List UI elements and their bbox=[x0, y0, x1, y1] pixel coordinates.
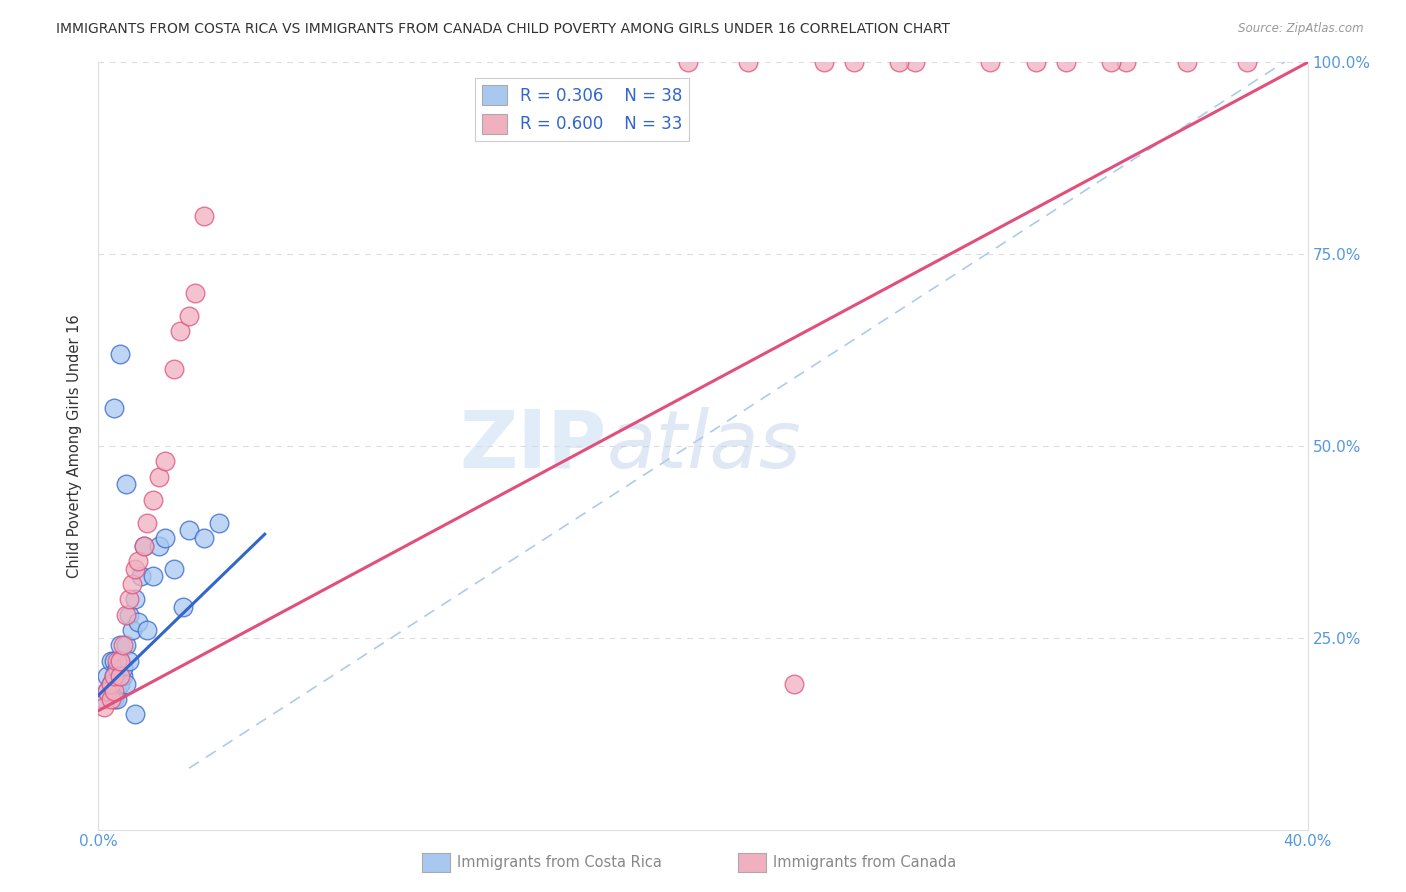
Point bbox=[132, 539, 155, 553]
Point bbox=[105, 692, 128, 706]
Point bbox=[103, 654, 125, 668]
Point bbox=[142, 569, 165, 583]
Text: atlas: atlas bbox=[606, 407, 801, 485]
Point bbox=[127, 554, 149, 568]
Point bbox=[114, 607, 136, 622]
Point bbox=[676, 55, 699, 70]
Point bbox=[96, 669, 118, 683]
Point bbox=[100, 692, 122, 706]
Point bbox=[108, 669, 131, 683]
Text: Source: ZipAtlas.com: Source: ZipAtlas.com bbox=[1239, 22, 1364, 36]
Point bbox=[105, 654, 128, 668]
Point bbox=[179, 309, 201, 323]
Point bbox=[103, 669, 125, 683]
Point bbox=[132, 539, 155, 553]
Point bbox=[179, 524, 201, 538]
Point bbox=[108, 654, 131, 668]
Text: Immigrants from Costa Rica: Immigrants from Costa Rica bbox=[457, 855, 662, 870]
Point bbox=[1024, 55, 1046, 70]
Legend: R = 0.306    N = 38, R = 0.600    N = 33: R = 0.306 N = 38, R = 0.600 N = 33 bbox=[475, 78, 689, 141]
Point bbox=[1175, 55, 1198, 70]
Point bbox=[93, 692, 115, 706]
Point bbox=[127, 615, 149, 630]
Point bbox=[193, 209, 215, 223]
Point bbox=[135, 623, 157, 637]
Point bbox=[1099, 55, 1122, 70]
Point bbox=[135, 516, 157, 530]
Point bbox=[114, 677, 136, 691]
Point bbox=[153, 531, 176, 545]
Point bbox=[169, 324, 191, 338]
Point bbox=[904, 55, 927, 70]
Point bbox=[111, 661, 134, 675]
Point bbox=[184, 285, 207, 300]
Point bbox=[100, 677, 122, 691]
Point bbox=[114, 477, 136, 491]
Point bbox=[142, 492, 165, 507]
Y-axis label: Child Poverty Among Girls Under 16: Child Poverty Among Girls Under 16 bbox=[67, 314, 83, 578]
Point bbox=[979, 55, 1001, 70]
Point bbox=[844, 55, 866, 70]
Point bbox=[124, 592, 146, 607]
Point bbox=[108, 654, 131, 668]
Point bbox=[889, 55, 911, 70]
Point bbox=[163, 362, 186, 376]
Point bbox=[108, 677, 131, 691]
Point bbox=[124, 562, 146, 576]
Point bbox=[93, 699, 115, 714]
Text: IMMIGRANTS FROM COSTA RICA VS IMMIGRANTS FROM CANADA CHILD POVERTY AMONG GIRLS U: IMMIGRANTS FROM COSTA RICA VS IMMIGRANTS… bbox=[56, 22, 950, 37]
Point bbox=[129, 569, 152, 583]
Point bbox=[153, 454, 176, 468]
Point bbox=[103, 669, 125, 683]
Point bbox=[172, 600, 194, 615]
Point bbox=[100, 677, 122, 691]
Point bbox=[813, 55, 835, 70]
Text: ZIP: ZIP bbox=[458, 407, 606, 485]
Point bbox=[121, 623, 143, 637]
Point bbox=[193, 531, 215, 545]
Point bbox=[124, 707, 146, 722]
Point bbox=[1115, 55, 1137, 70]
Point bbox=[103, 684, 125, 698]
Point bbox=[96, 684, 118, 698]
Point bbox=[105, 661, 128, 675]
Point bbox=[100, 654, 122, 668]
Point bbox=[1054, 55, 1077, 70]
Point bbox=[148, 469, 170, 483]
Point bbox=[1236, 55, 1258, 70]
Point bbox=[118, 654, 141, 668]
Point bbox=[111, 639, 134, 653]
Point bbox=[96, 684, 118, 698]
Point bbox=[103, 401, 125, 415]
Text: Immigrants from Canada: Immigrants from Canada bbox=[773, 855, 956, 870]
Point bbox=[163, 562, 186, 576]
Point bbox=[111, 669, 134, 683]
Point bbox=[118, 592, 141, 607]
Point bbox=[108, 347, 131, 361]
Point bbox=[783, 677, 806, 691]
Point bbox=[737, 55, 759, 70]
Point bbox=[208, 516, 231, 530]
Point bbox=[114, 639, 136, 653]
Point bbox=[103, 692, 125, 706]
Point bbox=[105, 684, 128, 698]
Point bbox=[118, 607, 141, 622]
Point bbox=[108, 639, 131, 653]
Point bbox=[121, 577, 143, 591]
Point bbox=[148, 539, 170, 553]
